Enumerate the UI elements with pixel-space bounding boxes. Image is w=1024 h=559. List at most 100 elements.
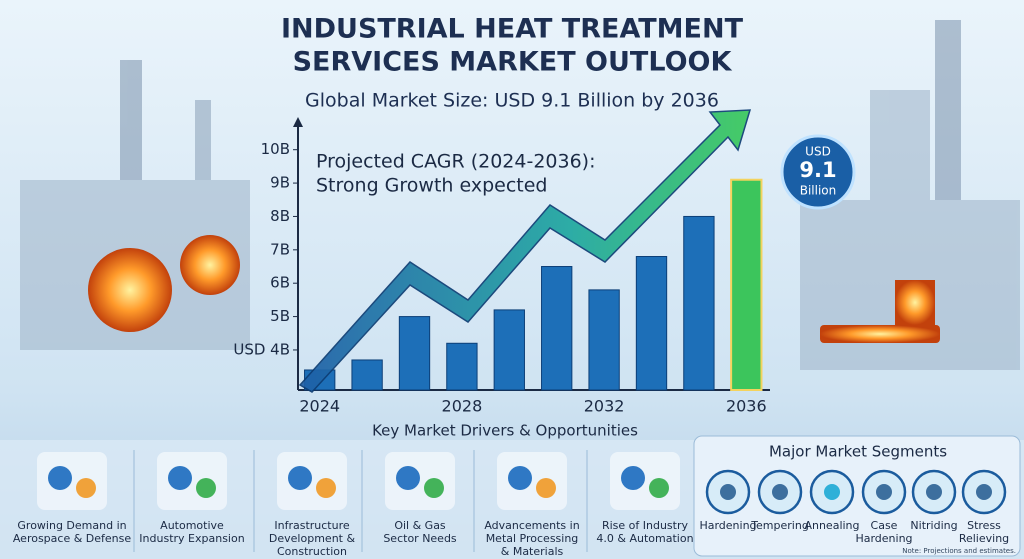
driver-icon — [621, 466, 645, 490]
driver-icon — [424, 478, 444, 498]
y-tick-label: 9B — [270, 174, 290, 192]
annotation: Strong Growth expected — [316, 175, 547, 197]
caption: Infrastructure Development & Construction — [269, 519, 356, 558]
caption: Automotive Industry Expansion — [139, 519, 244, 545]
driver-icon — [316, 478, 336, 498]
x-tick-label: 2036 — [726, 397, 767, 416]
driver-icon — [76, 478, 96, 498]
caption-line: Industry Expansion — [139, 532, 244, 545]
caption-line: Automotive — [160, 519, 224, 532]
caption-line: Aerospace & Defense — [13, 532, 132, 545]
x-tick-label: 2024 — [299, 397, 340, 416]
caption-line: Hardening — [855, 532, 912, 545]
axis-arrow — [293, 117, 303, 127]
driver-icon — [649, 478, 669, 498]
y-tick-label: 6B — [270, 274, 290, 292]
title-line: INDUSTRIAL HEAT TREATMENT — [281, 14, 744, 45]
driver-icon — [196, 478, 216, 498]
caption: Nitriding — [910, 519, 957, 532]
caption: Advancements in Metal Processing & Materia… — [484, 519, 579, 558]
caption: Tempering — [750, 519, 809, 532]
y-tick-label: USD 4B — [233, 340, 290, 358]
caption-line: Stress — [967, 519, 1001, 532]
note: Note: Projections and estimates. — [902, 547, 1016, 555]
furnace-glow — [895, 280, 935, 325]
caption-line: Growing Demand in — [17, 519, 126, 532]
caption-line: Case — [871, 519, 898, 532]
caption: Rise of Industry 4.0 & Automation — [596, 519, 693, 545]
y-tick-label: 5B — [270, 307, 290, 325]
caption-line: Nitriding — [910, 519, 957, 532]
caption-line: Oil & Gas — [394, 519, 446, 532]
caption: Annealing — [804, 519, 859, 532]
value-badge — [780, 134, 856, 210]
driver-icon — [288, 466, 312, 490]
badge-text: USD — [805, 145, 831, 159]
driver-icon — [508, 466, 532, 490]
y-tick-label: 8B — [270, 207, 290, 225]
segment-icon-inner — [926, 484, 942, 500]
caption-line: Infrastructure — [274, 519, 350, 532]
caption: Case Hardening — [855, 519, 912, 545]
trend-arrow — [298, 109, 752, 393]
segments-panel — [693, 435, 1021, 557]
driver-icon — [277, 452, 347, 510]
driver-icon — [168, 466, 192, 490]
segment-icon-inner — [824, 484, 840, 500]
caption-line: Metal Processing — [486, 532, 579, 545]
caption-line: Sector Needs — [383, 532, 457, 545]
furnace-glow — [88, 248, 172, 332]
subtitle: Global Market Size: USD 9.1 Billion by 2… — [305, 90, 719, 112]
hot-metal — [820, 325, 940, 343]
plot: USD 4B 5B 6B 7B 8B 9B 10B 2024 2028 2032 2036 — [233, 109, 770, 416]
bar — [493, 309, 525, 391]
bar — [588, 289, 620, 391]
bar — [398, 316, 431, 391]
bar — [683, 215, 715, 391]
driver-icon — [497, 452, 567, 510]
caption: Oil & Gas Sector Needs — [383, 519, 457, 545]
driver-icon — [536, 478, 556, 498]
furnace-glow — [180, 235, 240, 295]
caption: Stress Relieving — [959, 519, 1009, 545]
bar — [541, 266, 573, 391]
x-tick-label: 2032 — [584, 397, 625, 416]
title-line: SERVICES MARKET OUTLOOK — [293, 47, 733, 78]
caption-line: Advancements in — [484, 519, 579, 532]
bar — [730, 178, 763, 391]
bar — [351, 359, 383, 391]
annotation: Projected CAGR (2024-2036): — [316, 151, 595, 173]
segment-icon-inner — [976, 484, 992, 500]
segments-heading: Major Market Segments — [769, 443, 947, 461]
x-tick-label: 2028 — [442, 397, 483, 416]
caption-line: Relieving — [959, 532, 1009, 545]
caption: Hardening — [699, 519, 756, 532]
y-tick-label: 7B — [270, 240, 290, 258]
caption: Growing Demand in Aerospace & Defense — [13, 519, 132, 545]
badge-text: Billion — [800, 184, 837, 198]
bar — [446, 342, 478, 391]
driver-icon — [610, 452, 680, 510]
driver-icon — [48, 466, 72, 490]
segment-icon-inner — [720, 484, 736, 500]
driver-icon — [396, 466, 420, 490]
driver-icon — [37, 452, 107, 510]
caption-line: & Materials — [501, 545, 564, 558]
caption-line: Development & — [269, 532, 356, 545]
caption-line: Annealing — [804, 519, 859, 532]
factory-right — [800, 20, 1020, 370]
caption-line: Tempering — [750, 519, 809, 532]
segment-icon-inner — [876, 484, 892, 500]
driver-icon — [385, 452, 455, 510]
y-tick-label: 10B — [261, 140, 290, 158]
badge-text: 9.1 — [799, 158, 836, 182]
segment-icon-inner — [772, 484, 788, 500]
driver-icon — [157, 452, 227, 510]
caption-line: Construction — [277, 545, 347, 558]
caption-line: Rise of Industry — [602, 519, 689, 532]
caption-line: 4.0 & Automation — [596, 532, 693, 545]
caption-line: Hardening — [699, 519, 756, 532]
bar — [635, 256, 668, 391]
drivers-heading: Key Market Drivers & Opportunities — [372, 422, 638, 440]
